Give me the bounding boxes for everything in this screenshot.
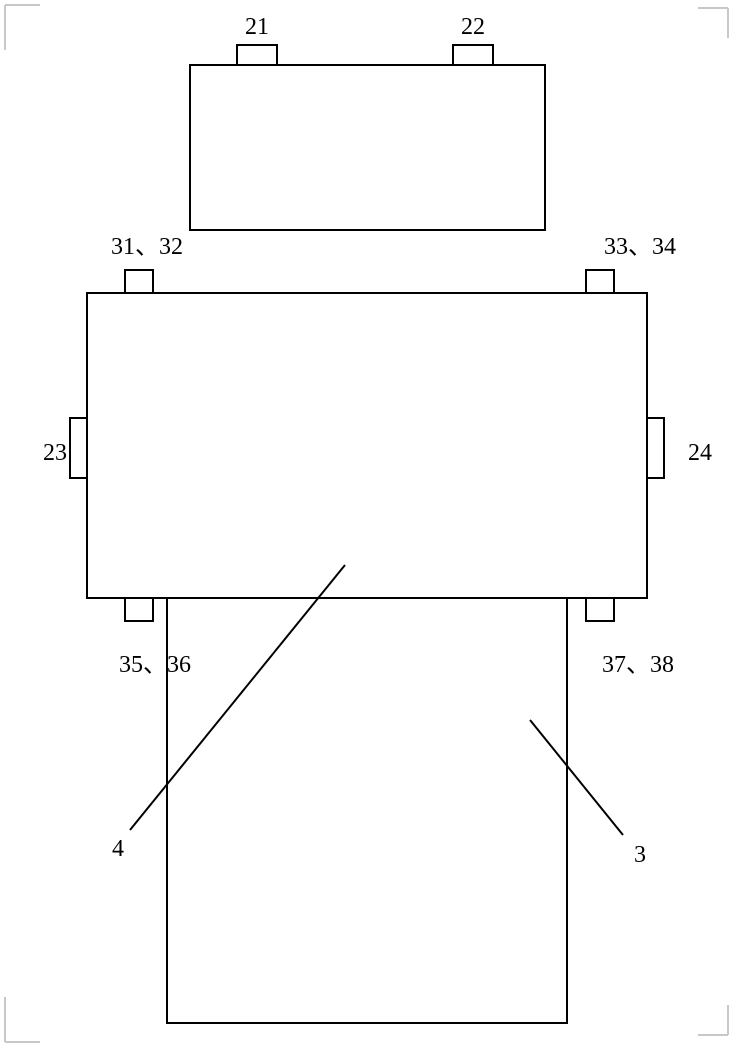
label-l3334: 33、34	[604, 234, 676, 260]
label-l23: 23	[43, 440, 67, 466]
tab-24	[647, 418, 664, 478]
label-l24: 24	[688, 440, 712, 466]
label-l4: 4	[112, 836, 124, 862]
label-l3738: 37、38	[602, 652, 674, 678]
tab-33-34	[586, 270, 614, 293]
label-l3536: 35、36	[119, 652, 191, 678]
tab-35-36	[125, 598, 153, 621]
tab-23	[70, 418, 87, 478]
label-l21: 21	[245, 14, 269, 40]
label-l3132: 31、32	[111, 234, 183, 260]
label-l3: 3	[634, 842, 646, 868]
tab-21	[237, 45, 277, 65]
part-3-box	[167, 598, 567, 1023]
top-box	[190, 65, 545, 230]
part-4-box	[87, 293, 647, 598]
label-l22: 22	[461, 14, 485, 40]
tab-31-32	[125, 270, 153, 293]
tab-22	[453, 45, 493, 65]
tab-37-38	[586, 598, 614, 621]
